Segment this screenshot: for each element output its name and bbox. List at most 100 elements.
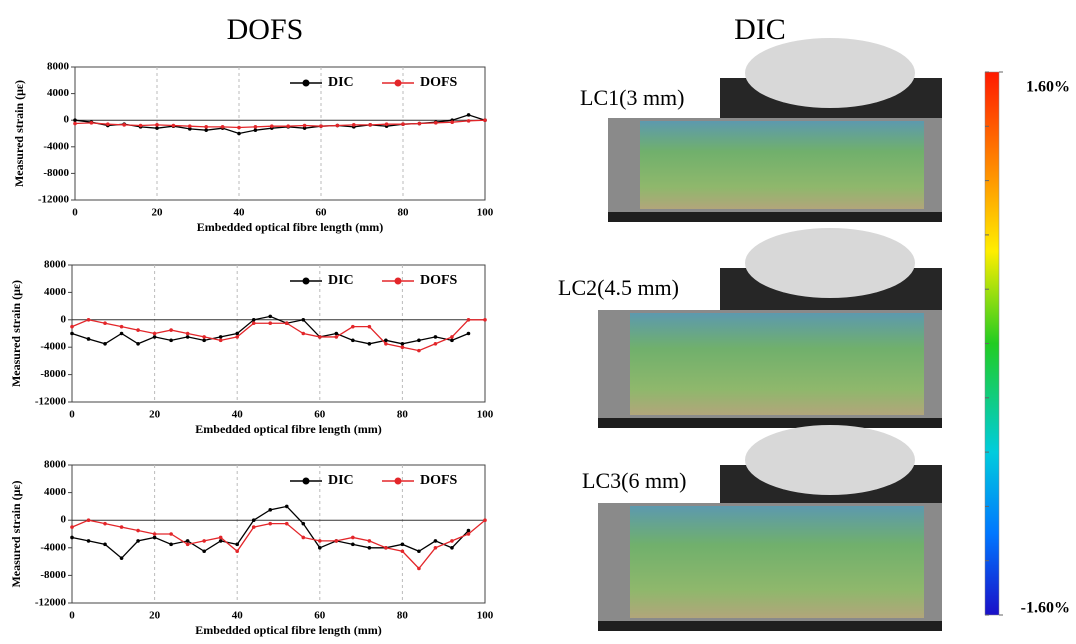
- data-point: [122, 123, 126, 127]
- data-point: [202, 539, 206, 543]
- x-tick-label: 20: [149, 610, 161, 622]
- data-point: [466, 331, 471, 336]
- data-point: [351, 338, 355, 343]
- data-point: [270, 124, 274, 128]
- data-point: [220, 125, 225, 129]
- data-point: [86, 518, 91, 522]
- data-point: [284, 321, 289, 326]
- data-point: [86, 337, 91, 341]
- data-point: [367, 341, 372, 346]
- data-point: [119, 525, 124, 529]
- data-point: [103, 341, 107, 346]
- series-line: [71, 315, 469, 345]
- data-point: [466, 532, 471, 536]
- data-point: [251, 318, 256, 322]
- base: [598, 621, 942, 631]
- data-point: [367, 546, 372, 550]
- series-line: [71, 319, 485, 352]
- data-point: [335, 123, 340, 128]
- data-point: [417, 566, 421, 571]
- x-tick-label: 0: [72, 207, 78, 219]
- data-point: [237, 125, 241, 130]
- y-tick-label: 0: [64, 114, 70, 126]
- data-point: [417, 348, 421, 353]
- data-point: [185, 539, 190, 543]
- strain-field: [640, 121, 924, 209]
- legend-label: DIC: [328, 75, 354, 90]
- heading: DIC: [734, 13, 786, 46]
- data-point: [417, 549, 421, 554]
- data-point: [450, 335, 454, 339]
- data-point: [202, 338, 206, 343]
- y-tick-label: 4000: [44, 486, 67, 498]
- data-point: [367, 539, 372, 543]
- data-point: [284, 504, 289, 509]
- data-point: [284, 521, 289, 526]
- data-point: [202, 335, 206, 339]
- y-tick-label: 8000: [44, 459, 67, 471]
- data-point: [400, 341, 405, 346]
- panel-label: LC2(4.5 mm): [558, 275, 679, 300]
- data-point: [433, 335, 438, 339]
- x-axis-label: Embedded optical fibre length (mm): [195, 422, 381, 436]
- data-point: [218, 338, 223, 343]
- data-point: [483, 318, 487, 322]
- data-point: [103, 542, 107, 547]
- y-tick-label: 0: [61, 514, 67, 526]
- x-tick-label: 20: [149, 409, 161, 421]
- data-point: [268, 521, 273, 526]
- data-point: [466, 113, 471, 117]
- data-point: [318, 335, 322, 339]
- data-point: [251, 518, 256, 522]
- data-point: [235, 542, 239, 547]
- y-axis-label: Measured strain (με): [12, 80, 26, 187]
- y-tick-label: -8000: [43, 167, 69, 179]
- data-point: [185, 331, 190, 336]
- data-point: [237, 131, 241, 136]
- strain-field: [630, 313, 924, 415]
- legend-label: DIC: [328, 273, 354, 288]
- data-point: [351, 535, 355, 540]
- data-point: [251, 525, 256, 529]
- data-point: [136, 328, 140, 332]
- data-point: [169, 328, 173, 332]
- dic-images: LC1(3 mm) LC2(4.5 mm) LC3(6 mm): [554, 38, 942, 631]
- data-point: [384, 122, 389, 126]
- x-tick-label: 100: [477, 207, 494, 219]
- data-point: [204, 125, 208, 129]
- data-point: [136, 528, 140, 533]
- legend-marker: [302, 477, 310, 485]
- data-point: [103, 521, 107, 526]
- series-line: [74, 119, 486, 129]
- data-point: [138, 123, 143, 128]
- data-point: [70, 535, 74, 540]
- data-point: [152, 535, 157, 540]
- data-point: [466, 119, 471, 123]
- data-point: [466, 318, 471, 322]
- plot-area: [71, 464, 486, 604]
- data-point: [384, 546, 388, 550]
- colorbar-label: 1.60%: [1026, 79, 1070, 96]
- legend-marker: [302, 277, 310, 285]
- data-point: [253, 125, 258, 129]
- data-point: [169, 542, 173, 547]
- base: [608, 212, 942, 222]
- y-tick-label: -8000: [40, 569, 66, 581]
- data-point: [334, 539, 339, 543]
- data-point: [334, 335, 339, 339]
- data-point: [268, 314, 273, 319]
- data-point: [73, 118, 77, 122]
- x-tick-label: 100: [477, 610, 494, 622]
- data-point: [450, 338, 454, 343]
- data-point: [73, 121, 77, 126]
- label-box: [578, 463, 718, 501]
- data-point: [384, 341, 388, 346]
- data-point: [466, 528, 471, 533]
- data-point: [301, 331, 306, 336]
- data-point: [218, 539, 223, 543]
- x-tick-label: 0: [69, 409, 75, 421]
- strain-field: [630, 506, 924, 618]
- series-line: [74, 114, 486, 135]
- legend-marker: [394, 79, 402, 87]
